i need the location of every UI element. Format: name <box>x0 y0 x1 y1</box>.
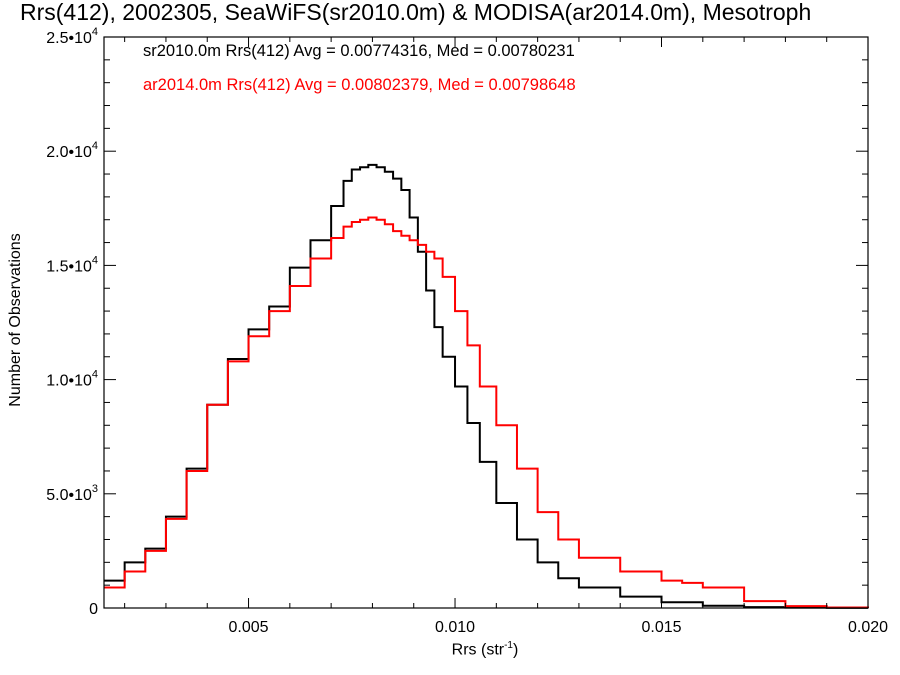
x-axis-label-sup: -1 <box>504 640 513 651</box>
series-stat-ar2014: ar2014.0m Rrs(412) Avg = 0.00802379, Med… <box>143 76 576 94</box>
y-tick-label: 0 <box>89 601 98 618</box>
series-stat-sr2010: sr2010.0m Rrs(412) Avg = 0.00774316, Med… <box>143 42 575 60</box>
y-tick-label: 2.0•104 <box>46 140 98 161</box>
chart-title: Rrs(412), 2002305, SeaWiFS(sr2010.0m) & … <box>20 0 812 25</box>
series-layer <box>104 163 869 609</box>
x-tick-label: 0.015 <box>641 619 681 636</box>
y-tick-label: 1.5•104 <box>46 254 98 275</box>
y-tick-label: 5.0•103 <box>46 483 98 504</box>
x-tick-label: 0.005 <box>229 619 269 636</box>
axis-layer: 0.005 0.010 0.015 0.020 0 5.0•103 1.0•104 1.5•1… <box>46 26 888 636</box>
series-line-ar2014-0m <box>104 216 869 609</box>
x-axis-label: Rrs (str-1) <box>0 640 900 659</box>
y-tick-label: 1.0•104 <box>46 369 98 390</box>
y-axis-label: Number of Observations <box>7 233 24 407</box>
y-tick-label: 2.5•104 <box>46 26 98 47</box>
plot-frame <box>103 36 869 609</box>
x-tick-label: 0.020 <box>848 619 888 636</box>
x-axis-label-end: ) <box>513 641 519 659</box>
x-tick-label: 0.010 <box>435 619 475 636</box>
x-axis-label-main: Rrs (str <box>451 641 505 659</box>
